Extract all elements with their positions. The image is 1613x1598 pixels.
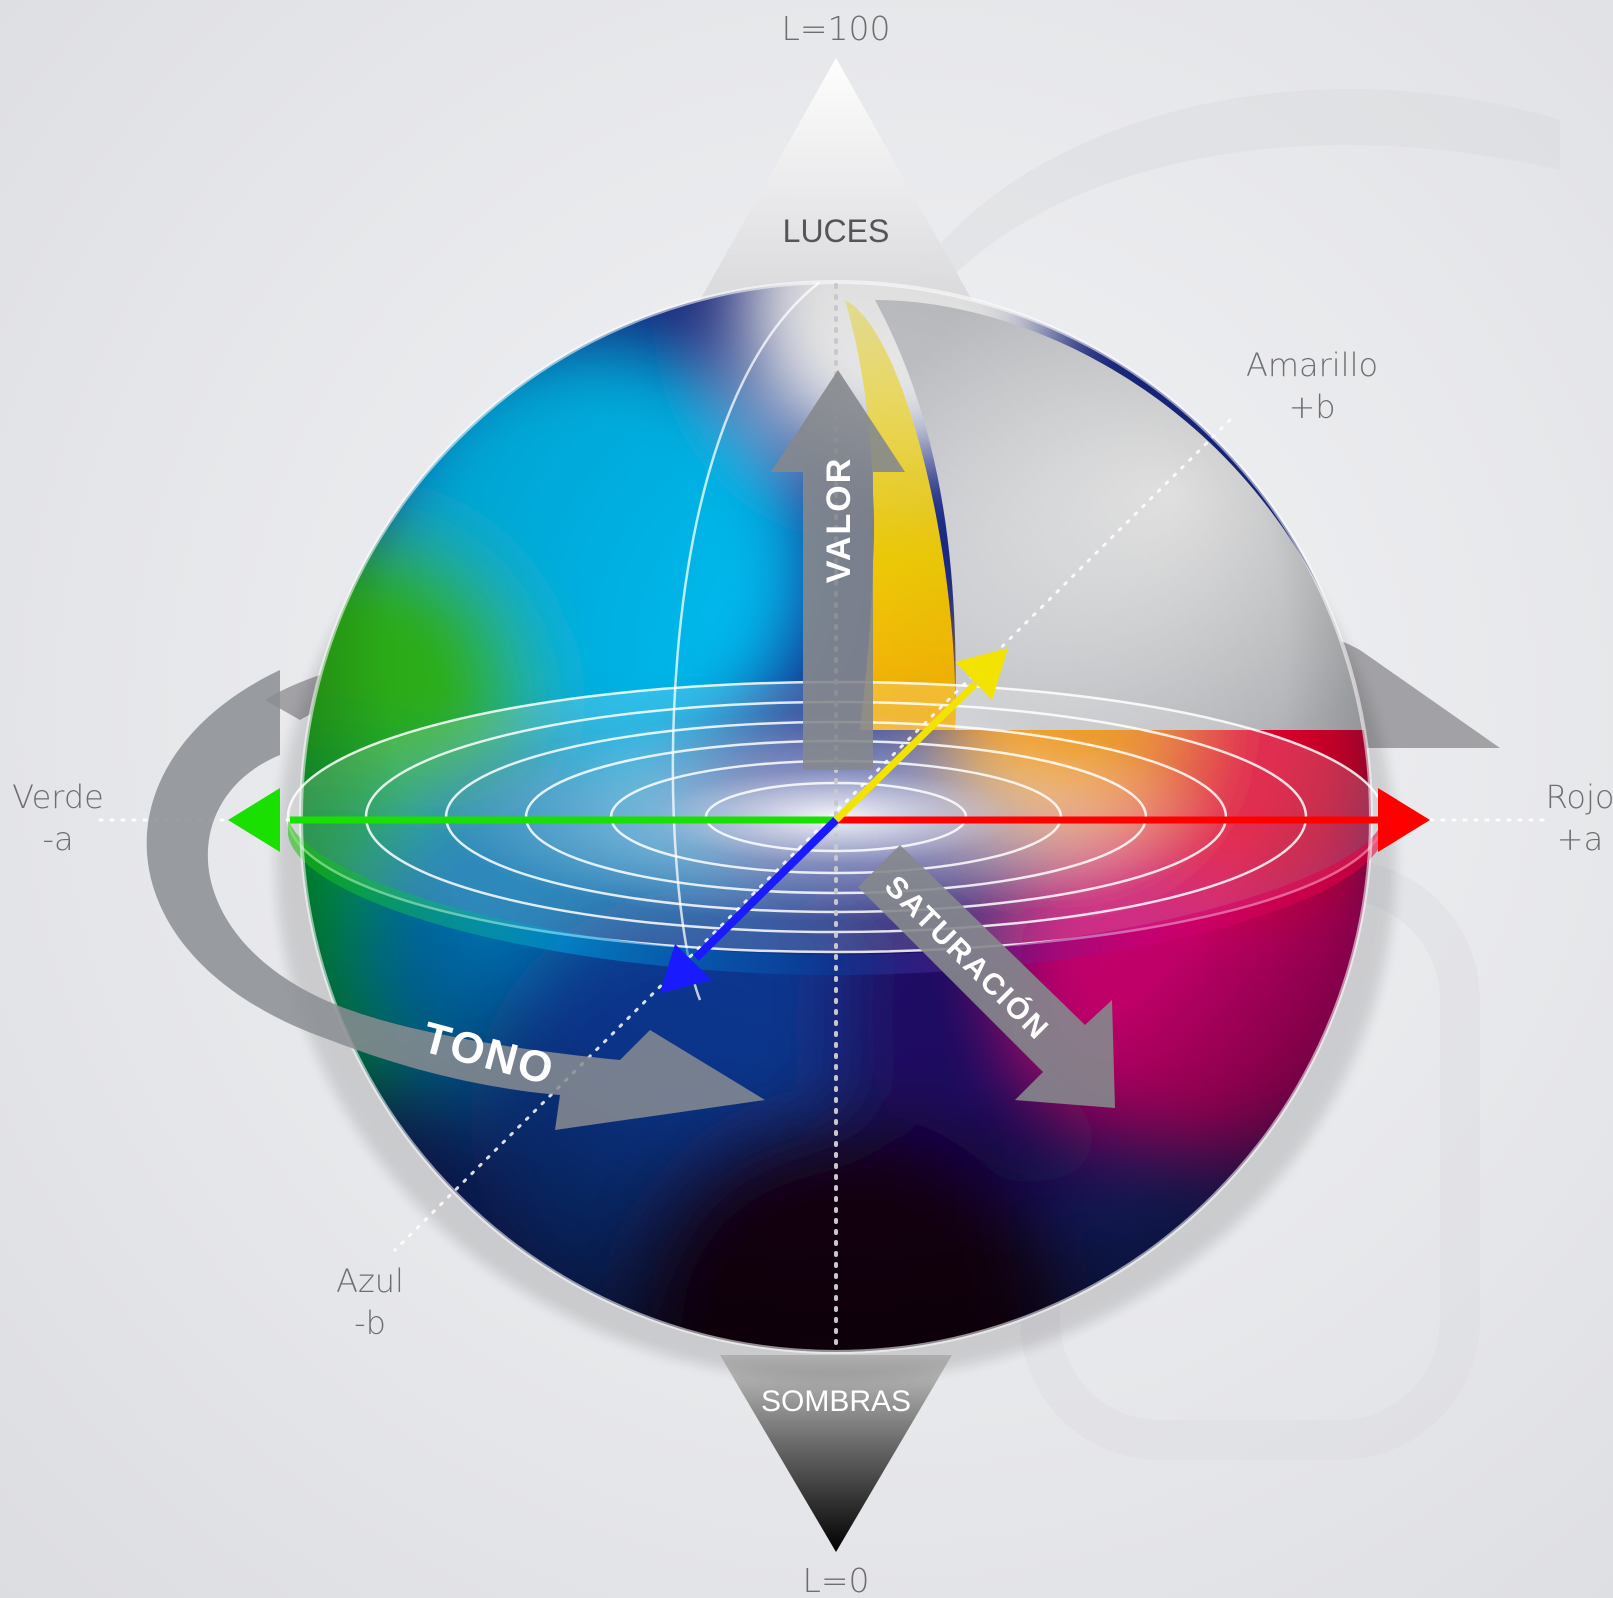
valor-label: VALOR	[820, 457, 858, 583]
rojo-label: Rojo	[1546, 778, 1613, 816]
azul-sign: -b	[354, 1304, 386, 1342]
top-value-label: L=100	[781, 9, 890, 48]
amarillo-label: Amarillo	[1246, 346, 1378, 384]
verde-sign: -a	[42, 820, 73, 858]
verde-label: Verde	[12, 778, 104, 816]
luces-triangle	[700, 58, 972, 300]
amarillo-sign: +b	[1288, 388, 1335, 426]
bottom-value-label: L=0	[802, 1561, 869, 1598]
sombras-triangle	[720, 1355, 952, 1552]
yellow-axis-arrow	[833, 648, 1008, 823]
saturacion-arrow	[858, 845, 1115, 1108]
valor-arrow	[771, 370, 905, 770]
tono-ring-arrow	[146, 670, 766, 1130]
sombras-label: SOMBRAS	[761, 1385, 911, 1418]
luces-label: LUCES	[783, 213, 890, 249]
green-axis-arrow	[228, 788, 836, 852]
azul-label: Azul	[336, 1262, 404, 1300]
rojo-sign: +a	[1557, 820, 1603, 858]
blue-axis-arrow	[660, 817, 839, 993]
red-axis-arrow	[836, 788, 1430, 852]
